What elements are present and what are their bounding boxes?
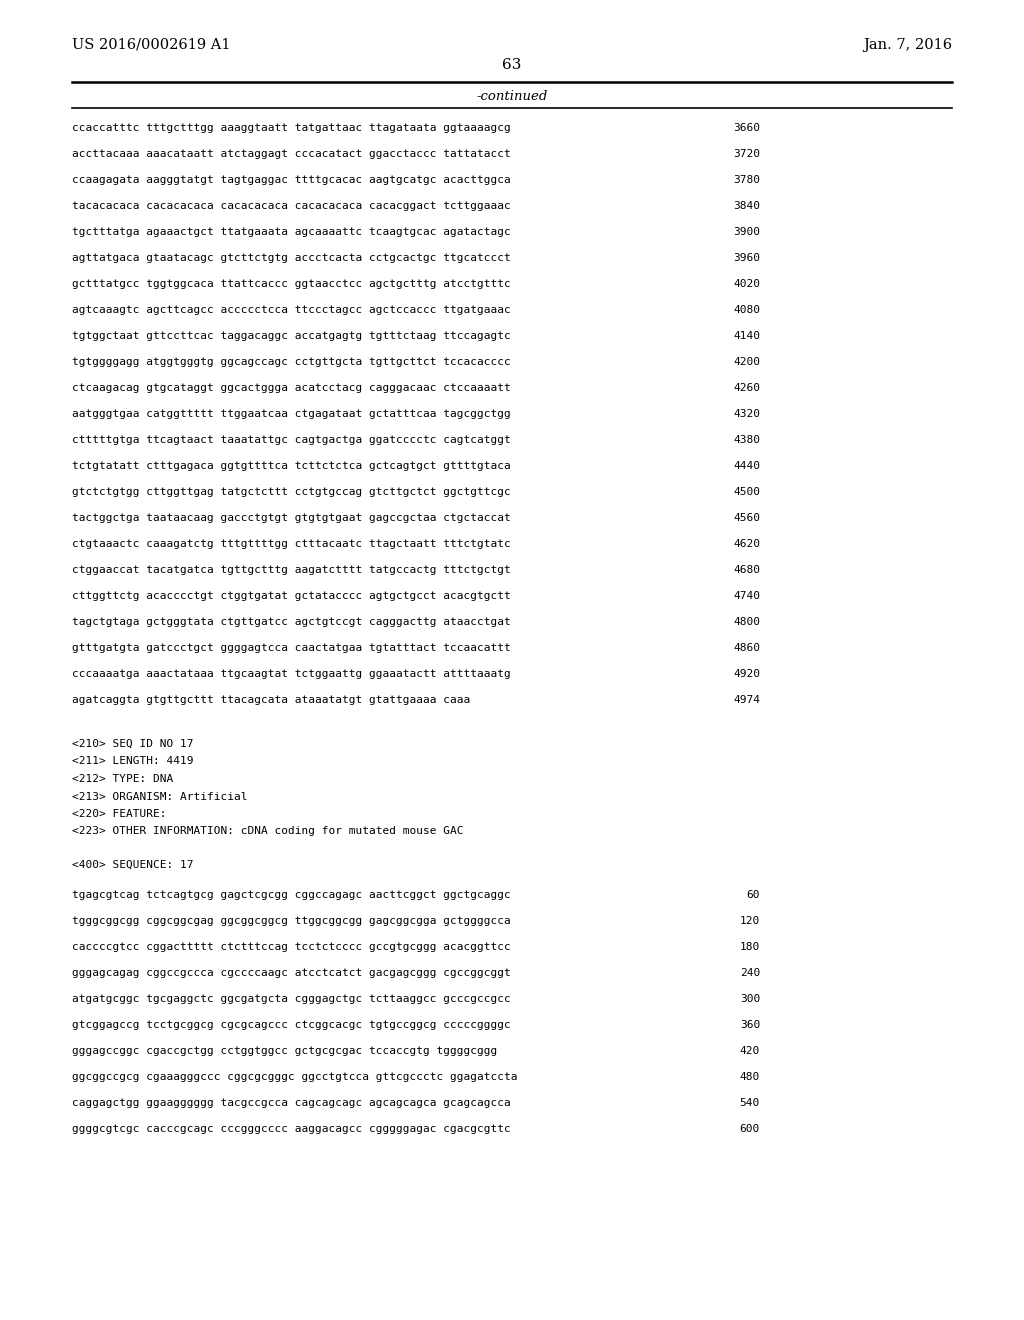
Text: 4200: 4200: [733, 356, 760, 367]
Text: 540: 540: [739, 1098, 760, 1107]
Text: US 2016/0002619 A1: US 2016/0002619 A1: [72, 38, 230, 51]
Text: gggagccggc cgaccgctgg cctggtggcc gctgcgcgac tccaccgtg tggggcggg: gggagccggc cgaccgctgg cctggtggcc gctgcgc…: [72, 1045, 498, 1056]
Text: agttatgaca gtaatacagc gtcttctgtg accctcacta cctgcactgc ttgcatccct: agttatgaca gtaatacagc gtcttctgtg accctca…: [72, 253, 511, 263]
Text: ctggaaccat tacatgatca tgttgctttg aagatctttt tatgccactg tttctgctgt: ctggaaccat tacatgatca tgttgctttg aagatct…: [72, 565, 511, 576]
Text: 3780: 3780: [733, 176, 760, 185]
Text: accttacaaa aaacataatt atctaggagt cccacatact ggacctaccc tattatacct: accttacaaa aaacataatt atctaggagt cccacat…: [72, 149, 511, 158]
Text: 4380: 4380: [733, 436, 760, 445]
Text: 4260: 4260: [733, 383, 760, 393]
Text: <400> SEQUENCE: 17: <400> SEQUENCE: 17: [72, 861, 194, 870]
Text: cttggttctg acacccctgt ctggtgatat gctatacccc agtgctgcct acacgtgctt: cttggttctg acacccctgt ctggtgatat gctatac…: [72, 591, 511, 601]
Text: 4140: 4140: [733, 331, 760, 341]
Text: <223> OTHER INFORMATION: cDNA coding for mutated mouse GAC: <223> OTHER INFORMATION: cDNA coding for…: [72, 826, 464, 837]
Text: 3720: 3720: [733, 149, 760, 158]
Text: 4500: 4500: [733, 487, 760, 498]
Text: <220> FEATURE:: <220> FEATURE:: [72, 809, 167, 818]
Text: 4860: 4860: [733, 643, 760, 653]
Text: 4080: 4080: [733, 305, 760, 315]
Text: -continued: -continued: [476, 90, 548, 103]
Text: 240: 240: [739, 968, 760, 978]
Text: agatcaggta gtgttgcttt ttacagcata ataaatatgt gtattgaaaa caaa: agatcaggta gtgttgcttt ttacagcata ataaata…: [72, 696, 470, 705]
Text: gtttgatgta gatccctgct ggggagtcca caactatgaa tgtatttact tccaacattt: gtttgatgta gatccctgct ggggagtcca caactat…: [72, 643, 511, 653]
Text: ctttttgtga ttcagtaact taaatattgc cagtgactga ggatcccctc cagtcatggt: ctttttgtga ttcagtaact taaatattgc cagtgac…: [72, 436, 511, 445]
Text: gtctctgtgg cttggttgag tatgctcttt cctgtgccag gtcttgctct ggctgttcgc: gtctctgtgg cttggttgag tatgctcttt cctgtgc…: [72, 487, 511, 498]
Text: <213> ORGANISM: Artificial: <213> ORGANISM: Artificial: [72, 792, 248, 801]
Text: 4800: 4800: [733, 616, 760, 627]
Text: aatgggtgaa catggttttt ttggaatcaa ctgagataat gctatttcaa tagcggctgg: aatgggtgaa catggttttt ttggaatcaa ctgagat…: [72, 409, 511, 418]
Text: 3840: 3840: [733, 201, 760, 211]
Text: <211> LENGTH: 4419: <211> LENGTH: 4419: [72, 756, 194, 767]
Text: caccccgtcc cggacttttt ctctttccag tcctctcccc gccgtgcggg acacggttcc: caccccgtcc cggacttttt ctctttccag tcctctc…: [72, 942, 511, 952]
Text: 600: 600: [739, 1125, 760, 1134]
Text: 3900: 3900: [733, 227, 760, 238]
Text: tacacacaca cacacacaca cacacacaca cacacacaca cacacggact tcttggaaac: tacacacaca cacacacaca cacacacaca cacacac…: [72, 201, 511, 211]
Text: Jan. 7, 2016: Jan. 7, 2016: [863, 38, 952, 51]
Text: agtcaaagtc agcttcagcc accccctcca ttccctagcc agctccaccc ttgatgaaac: agtcaaagtc agcttcagcc accccctcca ttcccta…: [72, 305, 511, 315]
Text: 4740: 4740: [733, 591, 760, 601]
Text: ggggcgtcgc cacccgcagc cccgggcccc aaggacagcc cgggggagac cgacgcgttc: ggggcgtcgc cacccgcagc cccgggcccc aaggaca…: [72, 1125, 511, 1134]
Text: 4680: 4680: [733, 565, 760, 576]
Text: 300: 300: [739, 994, 760, 1005]
Text: <210> SEQ ID NO 17: <210> SEQ ID NO 17: [72, 739, 194, 748]
Text: 3660: 3660: [733, 123, 760, 133]
Text: gggagcagag cggccgccca cgccccaagc atcctcatct gacgagcggg cgccggcggt: gggagcagag cggccgccca cgccccaagc atcctca…: [72, 968, 511, 978]
Text: 63: 63: [503, 58, 521, 73]
Text: 120: 120: [739, 916, 760, 927]
Text: cccaaaatga aaactataaa ttgcaagtat tctggaattg ggaaatactt attttaaatg: cccaaaatga aaactataaa ttgcaagtat tctggaa…: [72, 669, 511, 678]
Text: 4020: 4020: [733, 279, 760, 289]
Text: 60: 60: [746, 890, 760, 900]
Text: caggagctgg ggaagggggg tacgccgcca cagcagcagc agcagcagca gcagcagcca: caggagctgg ggaagggggg tacgccgcca cagcagc…: [72, 1098, 511, 1107]
Text: 3960: 3960: [733, 253, 760, 263]
Text: 480: 480: [739, 1072, 760, 1082]
Text: 360: 360: [739, 1020, 760, 1030]
Text: gctttatgcc tggtggcaca ttattcaccc ggtaacctcc agctgctttg atcctgtttc: gctttatgcc tggtggcaca ttattcaccc ggtaacc…: [72, 279, 511, 289]
Text: <212> TYPE: DNA: <212> TYPE: DNA: [72, 774, 173, 784]
Text: atgatgcggc tgcgaggctc ggcgatgcta cgggagctgc tcttaaggcc gcccgccgcc: atgatgcggc tgcgaggctc ggcgatgcta cgggagc…: [72, 994, 511, 1005]
Text: gtcggagccg tcctgcggcg cgcgcagccc ctcggcacgc tgtgccggcg cccccggggc: gtcggagccg tcctgcggcg cgcgcagccc ctcggca…: [72, 1020, 511, 1030]
Text: 4974: 4974: [733, 696, 760, 705]
Text: 4440: 4440: [733, 461, 760, 471]
Text: tagctgtaga gctgggtata ctgttgatcc agctgtccgt cagggacttg ataacctgat: tagctgtaga gctgggtata ctgttgatcc agctgtc…: [72, 616, 511, 627]
Text: tgggcggcgg cggcggcgag ggcggcggcg ttggcggcgg gagcggcgga gctggggcca: tgggcggcgg cggcggcgag ggcggcggcg ttggcgg…: [72, 916, 511, 927]
Text: 4560: 4560: [733, 513, 760, 523]
Text: ggcggccgcg cgaaagggccc cggcgcgggc ggcctgtcca gttcgccctc ggagatccta: ggcggccgcg cgaaagggccc cggcgcgggc ggcctg…: [72, 1072, 517, 1082]
Text: 180: 180: [739, 942, 760, 952]
Text: 4320: 4320: [733, 409, 760, 418]
Text: ccaccatttc tttgctttgg aaaggtaatt tatgattaac ttagataata ggtaaaagcg: ccaccatttc tttgctttgg aaaggtaatt tatgatt…: [72, 123, 511, 133]
Text: ctgtaaactc caaagatctg tttgttttgg ctttacaatc ttagctaatt tttctgtatc: ctgtaaactc caaagatctg tttgttttgg ctttaca…: [72, 539, 511, 549]
Text: ccaagagata aagggtatgt tagtgaggac ttttgcacac aagtgcatgc acacttggca: ccaagagata aagggtatgt tagtgaggac ttttgca…: [72, 176, 511, 185]
Text: ctcaagacag gtgcataggt ggcactggga acatcctacg cagggacaac ctccaaaatt: ctcaagacag gtgcataggt ggcactggga acatcct…: [72, 383, 511, 393]
Text: 4620: 4620: [733, 539, 760, 549]
Text: tgagcgtcag tctcagtgcg gagctcgcgg cggccagagc aacttcggct ggctgcaggc: tgagcgtcag tctcagtgcg gagctcgcgg cggccag…: [72, 890, 511, 900]
Text: 420: 420: [739, 1045, 760, 1056]
Text: tgtggggagg atggtgggtg ggcagccagc cctgttgcta tgttgcttct tccacacccc: tgtggggagg atggtgggtg ggcagccagc cctgttg…: [72, 356, 511, 367]
Text: tactggctga taataacaag gaccctgtgt gtgtgtgaat gagccgctaa ctgctaccat: tactggctga taataacaag gaccctgtgt gtgtgtg…: [72, 513, 511, 523]
Text: tctgtatatt ctttgagaca ggtgttttca tcttctctca gctcagtgct gttttgtaca: tctgtatatt ctttgagaca ggtgttttca tcttctc…: [72, 461, 511, 471]
Text: 4920: 4920: [733, 669, 760, 678]
Text: tgctttatga agaaactgct ttatgaaata agcaaaattc tcaagtgcac agatactagc: tgctttatga agaaactgct ttatgaaata agcaaaa…: [72, 227, 511, 238]
Text: tgtggctaat gttccttcac taggacaggc accatgagtg tgtttctaag ttccagagtc: tgtggctaat gttccttcac taggacaggc accatga…: [72, 331, 511, 341]
